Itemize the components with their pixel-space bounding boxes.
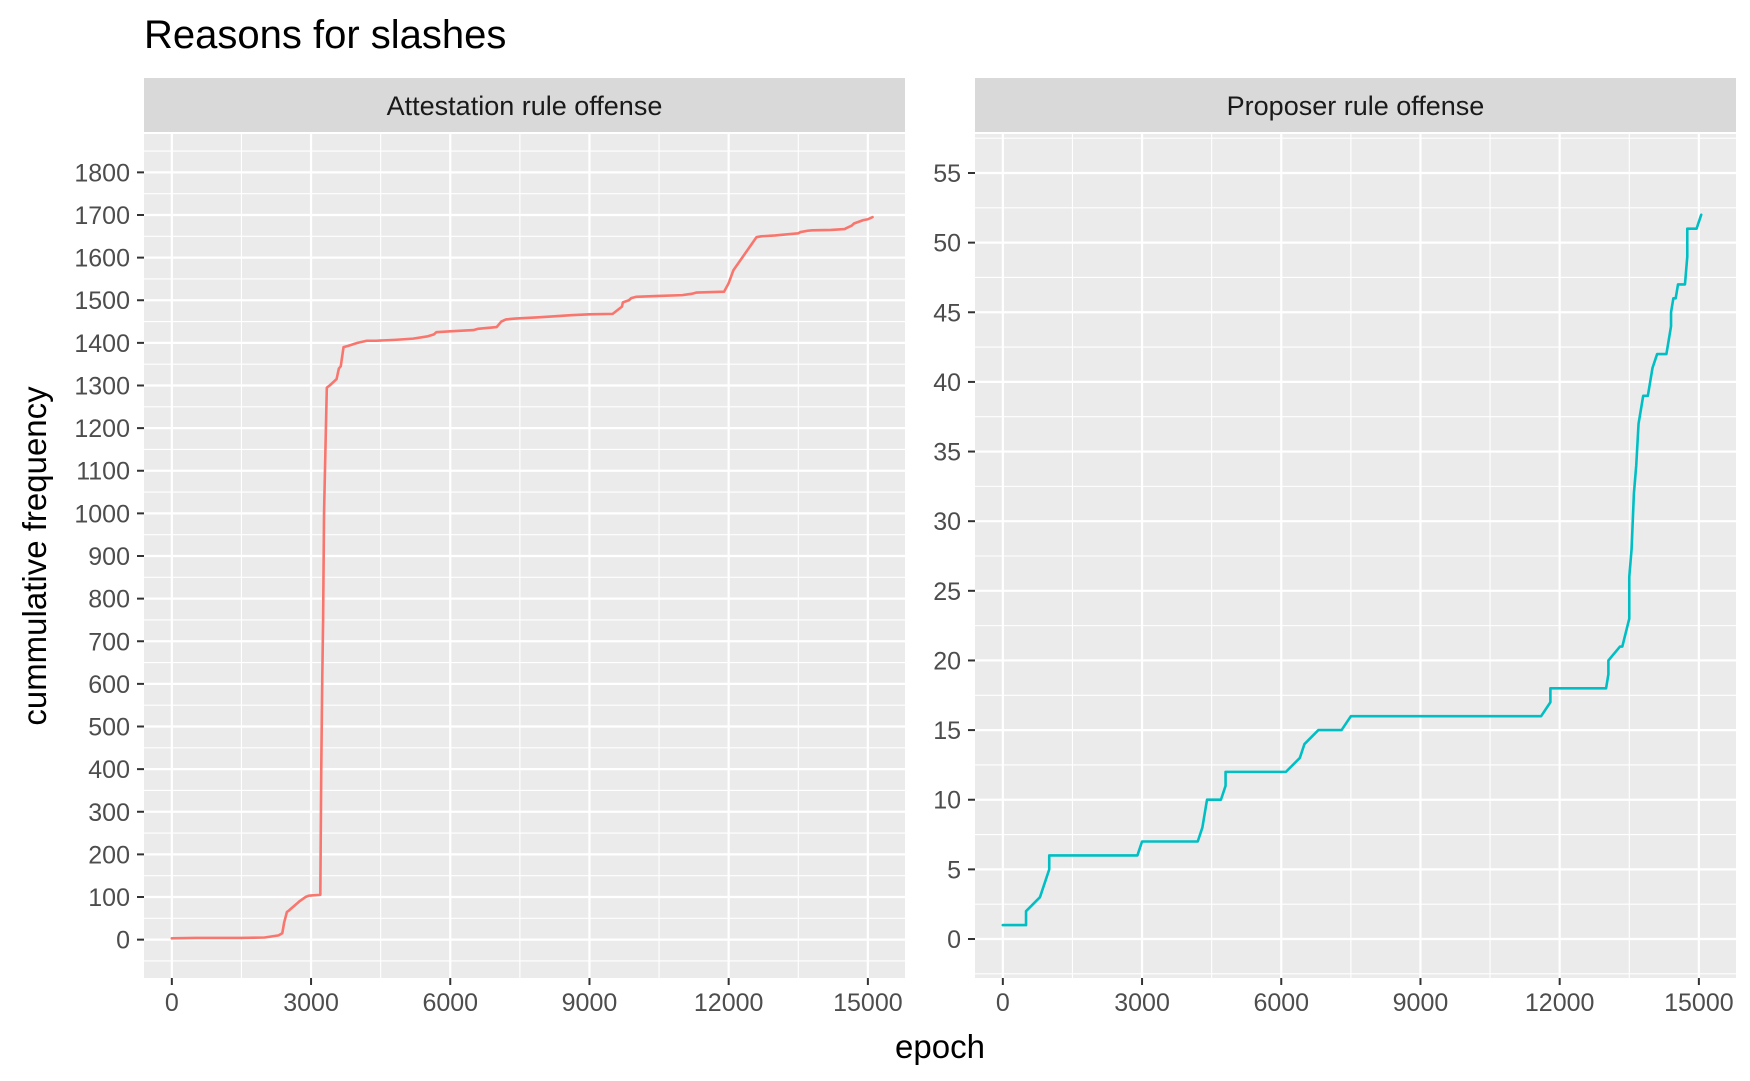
y-tick-label: 1300 — [74, 372, 130, 400]
x-tick-label: 9000 — [562, 989, 618, 1017]
y-tick-label: 1500 — [74, 287, 130, 315]
y-tick-label: 40 — [933, 369, 961, 397]
facet-attestation: Attestation rule offense 0 3000 6000 9000 12… — [74, 78, 905, 1017]
facet-label: Proposer rule offense — [1227, 91, 1485, 121]
x-tick-label: 6000 — [1253, 989, 1309, 1017]
y-tick-label: 600 — [88, 671, 130, 699]
y-tick-label: 1200 — [74, 415, 130, 443]
y-tick-label: 1800 — [74, 159, 130, 187]
x-tick-label: 0 — [165, 989, 179, 1017]
y-tick-label: 45 — [933, 299, 961, 327]
x-tick-label: 12000 — [1525, 989, 1595, 1017]
y-tick-label: 0 — [947, 926, 961, 954]
facet-proposer: Proposer rule offense 0 3000 6000 9000 12000… — [933, 78, 1736, 1017]
y-tick-label: 100 — [88, 884, 130, 912]
y-tick-label: 300 — [88, 799, 130, 827]
y-tick-label: 800 — [88, 586, 130, 614]
x-tick-label: 3000 — [283, 989, 339, 1017]
y-tick-label: 1000 — [74, 500, 130, 528]
x-tick-label: 6000 — [422, 989, 478, 1017]
y-tick-label: 1700 — [74, 202, 130, 230]
series-line — [1001, 213, 1703, 927]
gridlines — [144, 134, 905, 978]
axes: 0 3000 6000 9000 12000 15000 0 100 200 300 400 500 6… — [74, 159, 902, 1017]
y-tick-label: 5 — [947, 856, 961, 884]
y-tick-label: 15 — [933, 717, 961, 745]
y-tick-label: 1600 — [74, 245, 130, 273]
facet-label: Attestation rule offense — [387, 91, 663, 121]
y-tick-label: 0 — [116, 927, 130, 955]
y-tick-label: 900 — [88, 543, 130, 571]
x-tick-label: 15000 — [833, 989, 903, 1017]
series-line — [170, 215, 874, 940]
y-tick-label: 1400 — [74, 330, 130, 358]
y-axis-title: cummulative frequency — [16, 386, 53, 726]
gridlines — [975, 134, 1736, 978]
x-tick-label: 3000 — [1114, 989, 1170, 1017]
y-tick-label: 10 — [933, 787, 961, 815]
y-tick-label: 25 — [933, 578, 961, 606]
x-tick-label: 15000 — [1664, 989, 1734, 1017]
y-tick-label: 50 — [933, 230, 961, 258]
facet-strip — [975, 78, 1736, 132]
y-tick-label: 55 — [933, 160, 961, 188]
axes: 0 3000 6000 9000 12000 15000 0 5 10 15 20 25 30 35 40 4… — [933, 160, 1733, 1017]
y-tick-label: 20 — [933, 647, 961, 675]
y-tick-label: 200 — [88, 841, 130, 869]
y-tick-label: 1100 — [76, 458, 130, 486]
facet-strip — [144, 78, 905, 132]
x-tick-label: 9000 — [1393, 989, 1449, 1017]
y-tick-label: 35 — [933, 439, 961, 467]
y-tick-label: 700 — [88, 628, 130, 656]
y-tick-label: 500 — [88, 714, 130, 742]
y-tick-label: 400 — [88, 756, 130, 784]
x-tick-label: 0 — [996, 989, 1010, 1017]
y-tick-label: 30 — [933, 508, 961, 536]
x-tick-label: 12000 — [694, 989, 764, 1017]
chart-title: Reasons for slashes — [144, 13, 506, 57]
x-axis-title: epoch — [895, 1028, 985, 1065]
